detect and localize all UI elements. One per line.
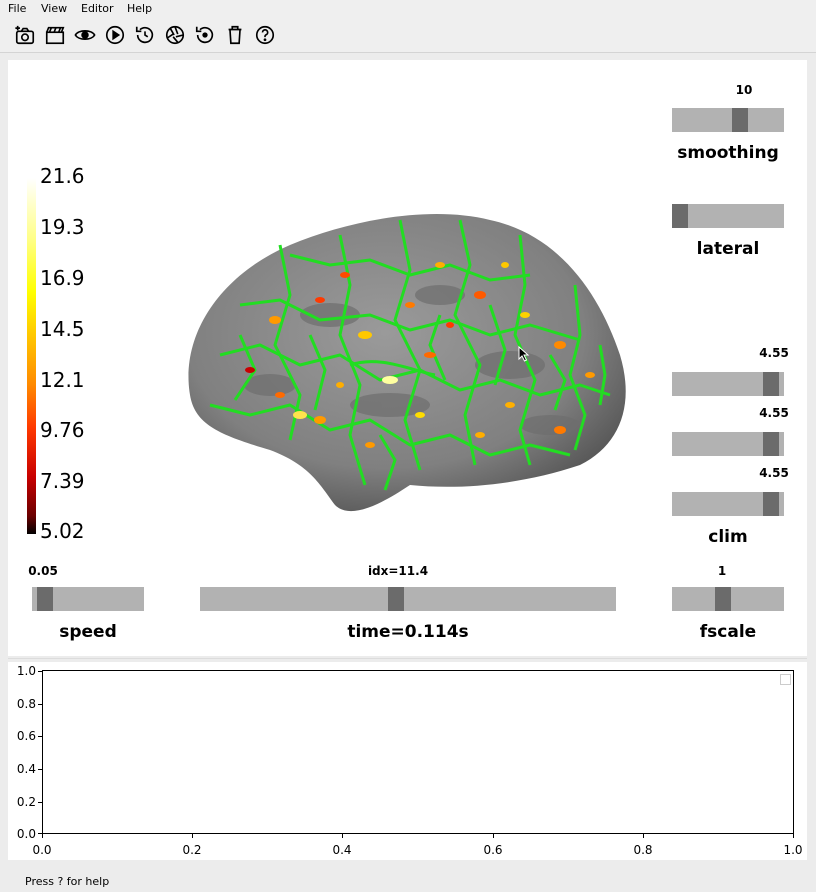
status-bar: Press ? for help [0,868,816,892]
clim-min-value: 4.55 [759,346,789,360]
fscale-label: fscale [699,622,757,642]
clim-min-slider-knob[interactable] [763,372,779,396]
lateral-label: lateral [696,239,760,259]
play-icon[interactable] [102,22,128,48]
fscale-value: 1 [717,564,727,578]
speed-slider-knob[interactable] [37,587,53,611]
screenshot-icon[interactable] [12,22,38,48]
help-icon[interactable] [252,22,278,48]
clim-max-value: 4.55 [759,466,789,480]
clim-max-slider[interactable] [672,492,784,516]
y-tick-label: 0.0 [16,827,36,841]
colorbar-tick: 21.6 [40,164,85,188]
smoothing-slider-knob[interactable] [732,108,748,132]
speed-label: speed [59,622,117,642]
y-tick-label: 0.2 [16,795,36,809]
speed-value: 0.05 [28,564,58,578]
menu-editor[interactable]: Editor [81,2,114,15]
speed-slider[interactable] [32,587,144,611]
x-tick-mark [192,834,193,838]
time-label: time=0.114s [347,622,469,642]
smoothing-label: smoothing [677,143,779,163]
menu-help[interactable]: Help [127,2,153,15]
time-slider-knob[interactable] [388,587,404,611]
y-tick-mark [38,704,42,705]
y-tick-label: 0.4 [16,762,36,776]
time-slider[interactable] [200,587,616,611]
colorbar-tick: 7.39 [40,469,85,493]
clim-mid-value: 4.55 [759,406,789,420]
panel-separator [8,658,807,659]
reset-icon[interactable] [192,22,218,48]
colorbar-tick: 9.76 [40,418,85,442]
x-tick-label: 0.0 [32,843,52,857]
colorbar-tick: 5.02 [40,519,85,543]
legend-box [780,674,791,685]
smoothing-value: 10 [735,83,753,97]
toolbar [0,18,816,53]
brain-surface[interactable] [180,205,640,525]
fscale-slider-knob[interactable] [715,587,731,611]
fscale-slider[interactable] [672,587,784,611]
y-tick-label: 0.8 [16,697,36,711]
colorbar-tick: 19.3 [40,215,85,239]
colorbar-tick: 14.5 [40,317,85,341]
clear-icon[interactable] [222,22,248,48]
clim-max-slider-knob[interactable] [763,492,779,516]
x-tick-mark [342,834,343,838]
clim-label: clim [708,527,748,547]
x-tick-mark [793,834,794,838]
restore-icon[interactable] [132,22,158,48]
x-tick-label: 1.0 [783,843,803,857]
menu-bar: File View Editor Help [0,0,816,18]
camera-aperture-icon[interactable] [162,22,188,48]
lateral-slider-knob[interactable] [672,204,688,228]
clim-mid-slider[interactable] [672,432,784,456]
time-index-value: idx=11.4 [367,564,429,578]
clim-mid-slider-knob[interactable] [763,432,779,456]
y-tick-mark [38,769,42,770]
smoothing-slider[interactable] [672,108,784,132]
x-tick-mark [42,834,43,838]
y-tick-mark [38,736,42,737]
status-text: Press ? for help [25,875,110,888]
colorbar-tick: 12.1 [40,368,85,392]
y-tick-mark [38,671,42,672]
y-tick-mark [38,802,42,803]
colorbar [27,178,36,534]
movie-icon[interactable] [42,22,68,48]
x-tick-label: 0.4 [332,843,352,857]
x-tick-mark [493,834,494,838]
x-tick-label: 0.8 [633,843,653,857]
x-tick-label: 0.6 [483,843,503,857]
menu-file[interactable]: File [8,2,27,15]
y-tick-label: 1.0 [16,664,36,678]
y-tick-label: 0.6 [16,729,36,743]
visibility-icon[interactable] [72,22,98,48]
trace-plot-axes[interactable] [42,670,794,834]
mouse-cursor-icon [518,346,530,362]
lateral-slider[interactable] [672,204,784,228]
y-tick-mark [38,833,42,834]
menu-view[interactable]: View [41,2,68,15]
x-tick-label: 0.2 [182,843,202,857]
colorbar-tick: 16.9 [40,266,85,290]
x-tick-mark [643,834,644,838]
clim-min-slider[interactable] [672,372,784,396]
